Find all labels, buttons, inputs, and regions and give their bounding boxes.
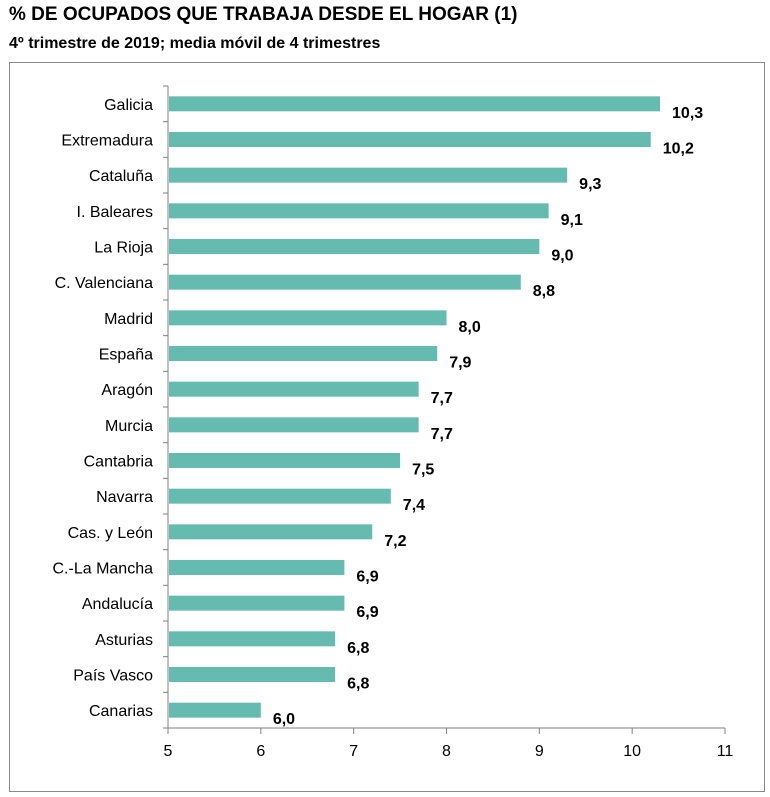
bar [169, 310, 447, 326]
data-label: 8,0 [459, 319, 481, 336]
bar [169, 595, 345, 611]
chart-subtitle: 4º trimestre de 2019; media móvil de 4 t… [9, 35, 381, 52]
data-label: 7,4 [403, 497, 425, 514]
bar [169, 96, 661, 112]
data-label: 8,8 [533, 283, 555, 300]
category-label: Andalucía [82, 596, 153, 613]
data-label: 7,7 [431, 390, 453, 407]
category-label: C. Valenciana [55, 275, 154, 292]
data-label: 9,0 [551, 248, 573, 265]
category-label: Cas. y León [68, 525, 153, 542]
data-label: 6,8 [347, 676, 369, 693]
category-label: Aragón [101, 382, 153, 399]
chart-frame [9, 62, 765, 792]
category-label: Murcia [105, 418, 153, 435]
category-label: Cantabria [84, 454, 153, 471]
x-tick-label: 8 [442, 743, 451, 760]
data-label: 10,3 [672, 105, 703, 122]
category-label: Galicia [104, 97, 153, 114]
bar [169, 274, 521, 290]
category-label: Cataluña [89, 168, 153, 185]
bar [169, 132, 651, 147]
data-label: 7,9 [449, 355, 471, 372]
data-label: 7,7 [431, 426, 453, 443]
category-label: La Rioja [94, 240, 153, 257]
bar [169, 667, 336, 682]
category-label: Canarias [89, 703, 153, 720]
bar [169, 631, 336, 647]
x-tick-label: 10 [623, 743, 641, 760]
category-label: País Vasco [73, 668, 153, 685]
data-label: 10,2 [663, 141, 694, 158]
data-label: 6,9 [356, 569, 378, 586]
data-label: 6,9 [356, 604, 378, 621]
data-label: 6,8 [347, 640, 369, 657]
bar [169, 239, 540, 254]
bar [169, 524, 373, 540]
bar [169, 381, 419, 397]
category-label: Asturias [95, 632, 153, 649]
bar [169, 453, 401, 468]
data-label: 7,2 [384, 533, 406, 550]
bar [169, 203, 549, 219]
x-tick-label: 11 [717, 743, 734, 760]
bar [169, 702, 261, 718]
bar [169, 488, 391, 504]
data-label: 6,0 [273, 711, 295, 728]
x-tick-label: 6 [256, 743, 265, 760]
data-label: 9,3 [579, 176, 601, 193]
category-label: Madrid [104, 311, 153, 328]
category-label: C.-La Mancha [53, 561, 154, 578]
category-label: Extremadura [61, 133, 153, 150]
x-tick-label: 5 [164, 743, 173, 760]
x-tick-label: 9 [535, 743, 544, 760]
data-label: 9,1 [561, 212, 583, 229]
x-tick-label: 7 [349, 743, 358, 760]
bar [169, 167, 568, 183]
category-label: Navarra [96, 489, 153, 506]
category-label: España [99, 347, 153, 364]
bar [169, 417, 419, 433]
bar [169, 346, 438, 361]
bar [169, 560, 345, 575]
chart-title: % DE OCUPADOS QUE TRABAJA DESDE EL HOGAR… [9, 4, 518, 25]
category-label: I. Baleares [77, 204, 153, 221]
data-label: 7,5 [412, 462, 434, 479]
